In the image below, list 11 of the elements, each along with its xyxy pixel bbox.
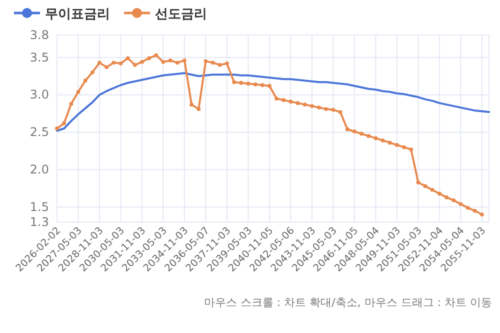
y-tick-label: 3.5 bbox=[30, 50, 49, 64]
y-tick-label: 1.5 bbox=[30, 200, 49, 214]
line-series bbox=[56, 72, 490, 132]
y-tick-label: 3.0 bbox=[30, 88, 49, 102]
y-tick-label: 2.0 bbox=[30, 162, 49, 176]
y-tick-label: 2.5 bbox=[30, 125, 49, 140]
legend-label: 선도금리 bbox=[155, 7, 207, 22]
text: 마우스 스크롤 : 차트 확대/축소, 마우스 드래그 : 차트 이동 bbox=[204, 296, 492, 309]
y-tick-label: 3.8 bbox=[30, 28, 49, 42]
y-tick-label: 1.3 bbox=[30, 214, 49, 229]
legend-label: 무이표금리 bbox=[45, 7, 110, 22]
